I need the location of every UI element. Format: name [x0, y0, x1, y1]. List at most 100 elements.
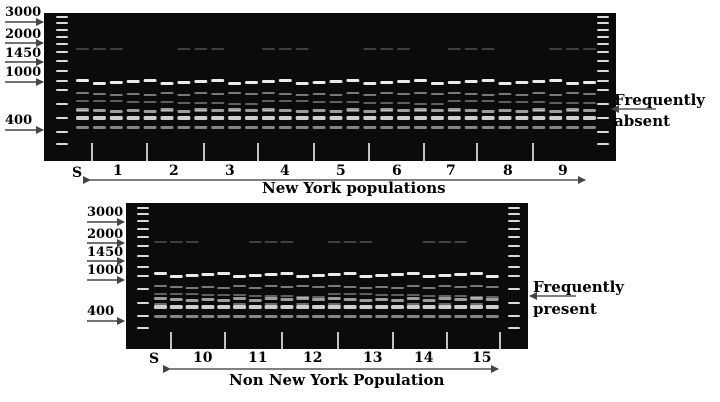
dna-band: [470, 285, 483, 287]
dna-band: [438, 274, 452, 277]
dna-band: [454, 295, 468, 297]
lane-group-label-5: 5: [336, 163, 346, 179]
dna-band: [363, 82, 377, 85]
lane-label-sample: S: [149, 351, 160, 367]
dna-band: [126, 101, 140, 103]
dna-band: [228, 108, 242, 111]
dna-band: [406, 272, 420, 275]
dna-band: [329, 101, 343, 103]
dna-band: [185, 299, 199, 302]
lane-group-label-2: 2: [169, 163, 179, 179]
size-marker-2000: 2000: [87, 227, 124, 242]
dna-band: [447, 81, 461, 84]
lane-group-label-1: 1: [113, 163, 123, 179]
dna-band: [312, 109, 326, 112]
dna-band: [295, 126, 309, 129]
dna-band: [201, 286, 215, 288]
dna-band: [264, 303, 278, 305]
dna-band: [109, 126, 123, 129]
lane-label-sample: S: [72, 165, 83, 181]
dna-band: [92, 116, 106, 120]
ladder-band: [508, 266, 520, 268]
dna-band: [261, 100, 275, 102]
dna-band: [312, 315, 325, 318]
dna-band: [194, 102, 208, 104]
dna-band: [296, 275, 310, 278]
dna-band: [422, 295, 436, 297]
ladder-band: [137, 315, 149, 317]
ladder-band: [508, 245, 520, 247]
dna-band: [454, 286, 468, 288]
dna-band: [380, 126, 394, 129]
dna-band: [481, 94, 495, 96]
dna-band: [233, 275, 246, 278]
dna-band: [438, 285, 452, 287]
dna-band: [248, 315, 262, 318]
dna-band: [583, 126, 596, 129]
dna-band: [126, 80, 140, 83]
dna-band: [295, 116, 309, 120]
dna-band: [498, 109, 512, 112]
dna-band: [343, 286, 357, 288]
dna-band: [228, 103, 242, 105]
dna-band: [245, 103, 258, 105]
annotation-absent: absent: [614, 112, 671, 130]
dna-band: [566, 126, 580, 129]
dna-band: [194, 108, 208, 111]
dna-band: [406, 297, 420, 300]
dna-band: [430, 103, 444, 105]
ladder-band: [137, 275, 149, 277]
dna-band: [169, 293, 183, 295]
dna-band: [391, 299, 404, 302]
ladder-band: [137, 302, 149, 304]
dna-band: [211, 93, 225, 95]
dna-band: [566, 102, 580, 104]
dna-band: [194, 92, 208, 94]
dna-band: [233, 305, 246, 309]
dna-band: [228, 92, 242, 94]
dna-band: [264, 241, 278, 243]
dna-band: [391, 305, 404, 309]
dna-band: [481, 100, 495, 102]
dna-band: [343, 305, 357, 309]
dna-band: [438, 241, 452, 243]
dna-band: [549, 79, 563, 82]
dna-band: [481, 126, 495, 129]
dna-band: [278, 116, 292, 120]
dna-band: [245, 109, 258, 112]
dna-band: [296, 285, 310, 287]
ladder-band: [508, 275, 520, 277]
dna-band: [485, 286, 499, 288]
dna-band: [211, 102, 225, 104]
ladder-band: [56, 51, 68, 53]
dna-band: [498, 82, 512, 85]
dna-band: [201, 315, 215, 318]
dna-band: [549, 126, 563, 129]
dna-band: [375, 274, 389, 277]
dna-band: [160, 116, 174, 120]
dna-band: [248, 295, 262, 297]
gel-bands: [137, 207, 520, 329]
dna-band: [422, 241, 436, 243]
dna-band: [312, 93, 326, 95]
dna-band: [397, 102, 411, 104]
dna-band: [566, 108, 580, 111]
dna-band: [248, 241, 262, 243]
dna-band: [515, 94, 529, 96]
dna-band: [194, 48, 208, 50]
dna-band: [515, 101, 529, 103]
dna-band: [154, 305, 167, 309]
dna-band: [359, 293, 373, 295]
dna-band: [363, 110, 377, 113]
dna-band: [312, 286, 325, 288]
dna-band: [515, 116, 529, 120]
dna-band: [312, 298, 325, 301]
dna-band: [447, 100, 461, 102]
dna-band: [470, 297, 483, 300]
dna-band: [583, 116, 596, 120]
dna-band: [327, 241, 341, 243]
dna-band: [470, 315, 483, 318]
dna-band: [438, 315, 452, 318]
dna-band: [422, 305, 436, 309]
